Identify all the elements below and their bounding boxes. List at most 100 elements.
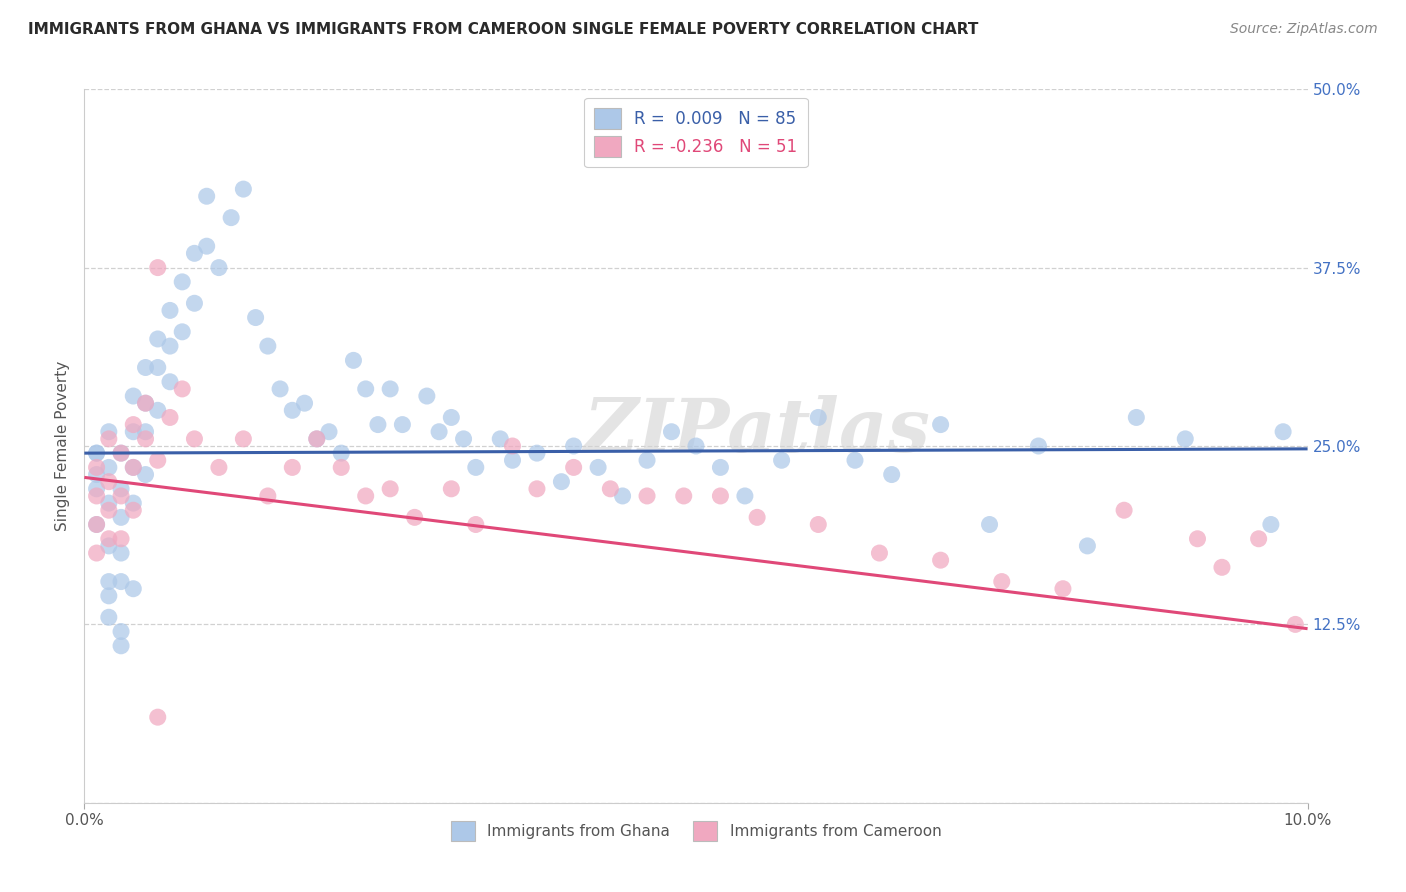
Point <box>440 410 463 425</box>
Point <box>502 439 524 453</box>
Point <box>257 339 280 353</box>
Point <box>330 446 353 460</box>
Point <box>367 417 389 432</box>
Point <box>146 710 169 724</box>
Point <box>135 425 157 439</box>
Point <box>97 425 120 439</box>
Point <box>208 260 231 275</box>
Point <box>122 417 145 432</box>
Point <box>1260 517 1282 532</box>
Point <box>97 496 120 510</box>
Point <box>86 446 108 460</box>
Point <box>586 460 609 475</box>
Point <box>844 453 866 467</box>
Point <box>869 546 891 560</box>
Point <box>183 246 205 260</box>
Point <box>427 425 450 439</box>
Point <box>159 375 181 389</box>
Point <box>97 460 120 475</box>
Point <box>526 446 548 460</box>
Point <box>159 339 181 353</box>
Point <box>183 296 205 310</box>
Point <box>342 353 364 368</box>
Point <box>991 574 1014 589</box>
Point <box>110 546 132 560</box>
Point <box>354 489 377 503</box>
Point <box>195 239 218 253</box>
Point <box>1187 532 1209 546</box>
Point <box>110 639 132 653</box>
Point <box>110 489 132 503</box>
Point <box>97 610 120 624</box>
Point <box>172 275 194 289</box>
Point <box>404 510 426 524</box>
Point <box>86 460 108 475</box>
Point <box>219 211 242 225</box>
Point <box>97 589 120 603</box>
Point <box>159 410 181 425</box>
Point <box>122 496 145 510</box>
Point <box>122 460 145 475</box>
Point <box>502 453 524 467</box>
Point <box>269 382 291 396</box>
Legend: Immigrants from Ghana, Immigrants from Cameroon: Immigrants from Ghana, Immigrants from C… <box>443 814 949 848</box>
Point <box>97 532 120 546</box>
Point <box>172 382 194 396</box>
Point <box>86 546 108 560</box>
Point <box>86 517 108 532</box>
Text: ZIPatlas: ZIPatlas <box>583 395 931 468</box>
Point <box>122 503 145 517</box>
Point <box>709 489 731 503</box>
Point <box>183 432 205 446</box>
Point <box>330 460 353 475</box>
Point <box>526 482 548 496</box>
Point <box>97 432 120 446</box>
Point <box>453 432 475 446</box>
Point <box>464 517 486 532</box>
Text: Source: ZipAtlas.com: Source: ZipAtlas.com <box>1230 22 1378 37</box>
Point <box>146 360 169 375</box>
Point <box>245 310 267 325</box>
Point <box>86 446 108 460</box>
Point <box>122 460 145 475</box>
Point <box>122 389 145 403</box>
Point <box>110 624 132 639</box>
Y-axis label: Single Female Poverty: Single Female Poverty <box>55 361 70 531</box>
Point <box>685 439 707 453</box>
Point <box>232 432 254 446</box>
Point <box>562 460 585 475</box>
Point <box>550 475 572 489</box>
Point <box>440 482 463 496</box>
Point <box>1028 439 1050 453</box>
Point <box>305 432 328 446</box>
Point <box>110 510 132 524</box>
Point <box>1076 539 1098 553</box>
Point <box>929 417 952 432</box>
Point <box>195 189 218 203</box>
Point <box>86 517 108 532</box>
Point <box>97 574 120 589</box>
Point <box>807 517 830 532</box>
Point <box>135 396 157 410</box>
Point <box>146 453 169 467</box>
Point <box>747 510 769 524</box>
Point <box>281 460 304 475</box>
Point <box>135 360 157 375</box>
Point <box>294 396 316 410</box>
Point <box>318 425 340 439</box>
Point <box>709 460 731 475</box>
Point <box>146 403 169 417</box>
Point <box>135 432 157 446</box>
Point <box>636 489 658 503</box>
Point <box>1284 617 1306 632</box>
Point <box>135 396 157 410</box>
Point <box>770 453 793 467</box>
Point <box>97 503 120 517</box>
Point <box>86 489 108 503</box>
Point <box>929 553 952 567</box>
Point <box>110 446 132 460</box>
Point <box>1211 560 1233 574</box>
Point <box>1174 432 1197 446</box>
Point <box>354 382 377 396</box>
Point <box>146 260 169 275</box>
